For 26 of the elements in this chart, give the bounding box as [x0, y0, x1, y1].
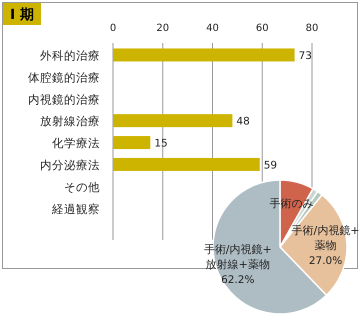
- y-tick-label: 内視鏡的治療: [28, 92, 100, 106]
- y-tick-label: その他: [64, 180, 100, 194]
- slice-label: 手術/内視鏡+薬物: [292, 224, 360, 252]
- bar: [113, 158, 260, 171]
- x-tick-label: 60: [256, 23, 269, 34]
- y-tick-label: 内分泌療法: [40, 158, 100, 172]
- y-tick-label: 外科的治療: [40, 48, 100, 62]
- data-label: 27.0%: [308, 254, 342, 267]
- y-tick-label: 経過観察: [51, 202, 100, 216]
- data-label: 62.2%: [221, 274, 254, 286]
- x-tick-label: 80: [306, 23, 318, 34]
- slice-label: 手術/内視鏡+放射線+薬物: [204, 243, 272, 272]
- bar: [113, 48, 295, 62]
- data-label: 73: [298, 50, 312, 62]
- y-tick-label: 化学療法: [52, 136, 100, 150]
- x-tick-label: 40: [206, 23, 219, 34]
- x-tick-label: 0: [110, 23, 116, 34]
- data-label: 59: [264, 159, 278, 172]
- bar: [113, 114, 232, 128]
- data-label: 48: [236, 116, 250, 128]
- chart-title: Ⅰ 期: [10, 7, 34, 23]
- data-label: 15: [154, 138, 168, 150]
- x-tick-label: 20: [156, 23, 170, 34]
- y-tick-label: 体腔鏡的治療: [28, 70, 100, 84]
- bar: [113, 136, 150, 150]
- y-tick-label: 放射線治療: [40, 114, 100, 128]
